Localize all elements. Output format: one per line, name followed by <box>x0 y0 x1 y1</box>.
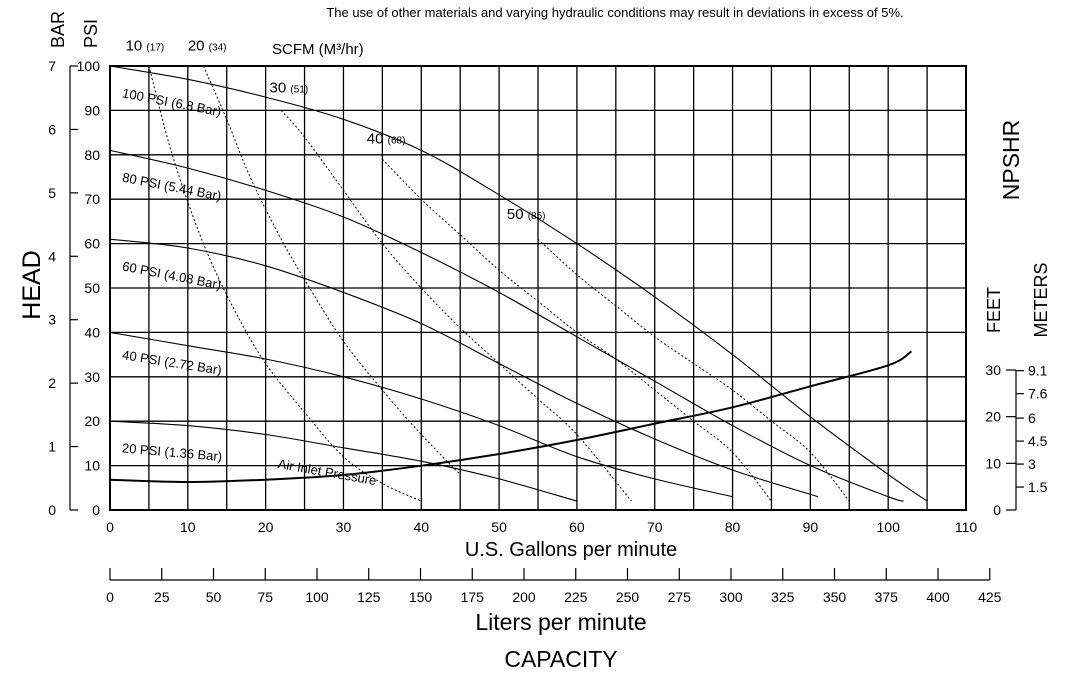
feet-tick-label: 10 <box>985 455 1001 471</box>
feet-tick-label: 0 <box>993 502 1001 518</box>
x-tick-label: 60 <box>569 519 585 535</box>
x-tick-label: 0 <box>106 519 114 535</box>
head-axis-title: HEAD <box>18 250 46 319</box>
pressure-curve-1 <box>109 65 928 502</box>
meter-tick-label: 1.5 <box>1028 479 1048 495</box>
lpm-tick-label: 100 <box>305 589 329 605</box>
pressure-curve-label: 40 PSI (2.72 Bar) <box>121 347 223 378</box>
lpm-tick-label: 200 <box>512 589 536 605</box>
feet-tick-label: 30 <box>985 362 1001 378</box>
meter-tick-label: 4.5 <box>1028 433 1048 449</box>
x-tick-label: 100 <box>877 519 901 535</box>
lpm-tick-label: 350 <box>823 589 847 605</box>
npshr-curve <box>109 350 913 484</box>
pressure-curve-label: 80 PSI (5.44 Bar) <box>121 170 222 204</box>
psi-tick-label: 30 <box>84 369 100 385</box>
lpm-tick-label: 425 <box>978 589 1002 605</box>
lpm-tick-label: 275 <box>668 589 692 605</box>
lpm-tick-label: 300 <box>719 589 743 605</box>
x-tick-label: 80 <box>725 519 741 535</box>
lpm-tick-label: 0 <box>106 589 114 605</box>
curve-labels: 100 PSI (6.8 Bar) 80 PSI (5.44 Bar) 60 PSI… <box>121 37 545 488</box>
axes: 0 10 20 30 40 50 60 70 80 90 100 110010203040506070… <box>48 58 1047 605</box>
lpm-tick-label: 125 <box>357 589 381 605</box>
pressure-curve-label: 20 PSI (1.36 Bar) <box>121 440 222 464</box>
lpm-tick-label: 25 <box>154 589 170 605</box>
lpm-tick-label: 75 <box>257 589 273 605</box>
header-note: The use of other materials and varying h… <box>326 5 903 20</box>
pressure-curve-4 <box>109 331 733 498</box>
bar-tick-label: 6 <box>48 121 56 137</box>
psi-tick-label: 90 <box>84 102 100 118</box>
meter-tick-label: 9.1 <box>1028 363 1048 379</box>
curves <box>109 65 928 502</box>
x-tick-label: 10 <box>180 519 196 535</box>
meter-tick-label: 6 <box>1028 410 1036 426</box>
feet-tick-label: 20 <box>985 409 1001 425</box>
plot-frame <box>109 65 967 511</box>
lpm-tick-label: 175 <box>461 589 485 605</box>
x-tick-label: 20 <box>258 519 274 535</box>
meter-tick-label: 7.6 <box>1028 386 1048 402</box>
pressure-curve-3 <box>109 238 819 498</box>
pressure-curve-label: 100 PSI (6.8 Bar) <box>121 85 222 119</box>
bar-tick-label: 3 <box>48 312 56 328</box>
bar-tick-label: 7 <box>48 58 56 74</box>
lpm-tick-label: 50 <box>206 589 222 605</box>
capacity-title: CAPACITY <box>504 646 617 672</box>
scfm-curve-40 <box>382 158 772 502</box>
scfm-curve-label: 50 (85) <box>507 206 546 223</box>
pressure-curve-label: 60 PSI (4.08 Bar) <box>121 258 222 292</box>
lpm-tick-label: 250 <box>616 589 640 605</box>
psi-tick-label: 70 <box>84 191 100 207</box>
x-tick-label: 70 <box>647 519 663 535</box>
meter-tick-label: 3 <box>1028 456 1036 472</box>
psi-tick-label: 50 <box>84 280 100 296</box>
scfm-curve-label: 10 (17) <box>126 37 165 54</box>
scfm-label: SCFM (M³/hr) <box>272 41 364 58</box>
lpm-tick-label: 150 <box>409 589 433 605</box>
bar-tick-label: 1 <box>48 439 56 455</box>
meters-axis-title: METERS <box>1031 262 1051 337</box>
bar-tick-label: 2 <box>48 375 56 391</box>
scfm-curve-label: 20 (34) <box>188 37 227 54</box>
lpm-tick-label: 325 <box>771 589 795 605</box>
scfm-curve-20 <box>202 65 461 475</box>
bar-axis-title: BAR <box>48 11 68 48</box>
scfm-curve-label: 30 (51) <box>270 80 309 97</box>
psi-tick-label: 40 <box>84 324 100 340</box>
lpm-tick-label: 225 <box>564 589 588 605</box>
scfm-curve-50 <box>537 238 850 502</box>
lpm-tick-label: 400 <box>926 589 950 605</box>
psi-tick-label: 10 <box>84 458 100 474</box>
scfm-curve-30 <box>280 110 632 502</box>
psi-tick-label: 20 <box>84 413 100 429</box>
x-tick-label: 40 <box>413 519 429 535</box>
x-axis-title-gpm: U.S. Gallons per minute <box>465 539 677 561</box>
bar-tick-label: 5 <box>48 185 56 201</box>
x-tick-label: 110 <box>955 519 978 535</box>
pressure-curve-2 <box>109 149 904 502</box>
psi-tick-label: 0 <box>92 502 100 518</box>
x-tick-label: 90 <box>803 519 819 535</box>
feet-axis-title: FEET <box>984 287 1004 333</box>
psi-tick-label: 80 <box>84 147 100 163</box>
lpm-tick-label: 375 <box>875 589 899 605</box>
grid <box>109 65 967 511</box>
x-axis-title-lpm: Liters per minute <box>475 609 646 635</box>
x-tick-label: 30 <box>336 519 352 535</box>
npshr-axis-title: NPSHR <box>998 120 1024 201</box>
scfm-curve-label: 40 (68) <box>367 131 406 148</box>
air-inlet-label: Air Inlet Pressure <box>277 456 378 488</box>
pressure-curve-5 <box>109 420 578 502</box>
scfm-curve-10 <box>148 65 422 502</box>
psi-tick-label: 60 <box>84 236 100 252</box>
psi-axis-title: PSI <box>81 19 101 48</box>
bar-tick-label: 4 <box>48 248 56 264</box>
x-tick-label: 50 <box>491 519 507 535</box>
psi-tick-label: 100 <box>77 58 101 74</box>
bar-tick-label: 0 <box>48 502 56 518</box>
